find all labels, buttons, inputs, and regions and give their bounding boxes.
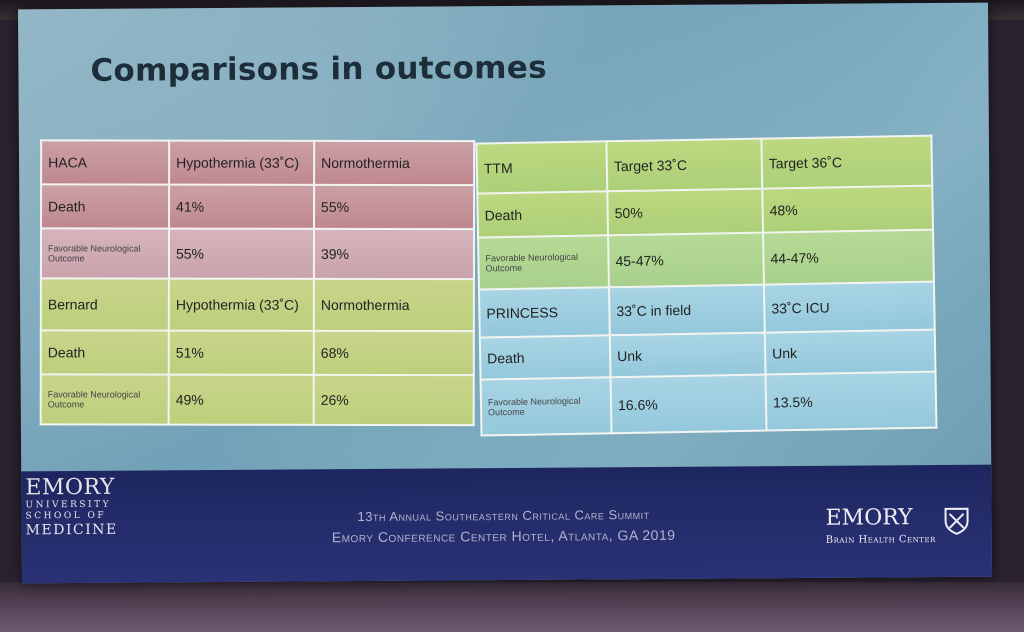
- table-cell: Bernard: [40, 278, 169, 331]
- logo-wordmark: EMORY: [825, 505, 913, 531]
- logo-line: MEDICINE: [25, 521, 118, 539]
- table-cell: 55%: [314, 184, 475, 230]
- conference-caption: 13th Annual Southeastern Critical Care S…: [283, 504, 723, 547]
- logo-wordmark: EMORY: [25, 474, 115, 501]
- table-cell: 33˚C ICU: [763, 281, 935, 333]
- summit-line-2: Emory Conference Center Hotel, Atlanta, …: [331, 526, 676, 546]
- right-comparison-table: TTM Target 33˚C Target 36˚C Death 50% 48…: [475, 135, 937, 437]
- table-cell: 45-47%: [608, 232, 764, 288]
- table-cell: Favorable Neurological Outcome: [480, 377, 612, 436]
- table-cell: Favorable Neurological Outcome: [40, 228, 170, 279]
- screen-frame-bottom: [0, 582, 1024, 632]
- table-row: TTM Target 33˚C Target 36˚C: [476, 135, 933, 194]
- table-cell: 49%: [168, 374, 314, 425]
- table-cell: Target 33˚C: [606, 138, 763, 192]
- table-cell: PRINCESS: [478, 287, 610, 338]
- table-cell: Death: [479, 335, 611, 380]
- table-cell: 33˚C in field: [608, 284, 765, 336]
- table-row: Favorable Neurological Outcome 45-47% 44…: [478, 229, 934, 290]
- logo-subtitle: Brain Health Center: [825, 533, 936, 546]
- table-row: PRINCESS 33˚C in field 33˚C ICU: [478, 281, 935, 338]
- table-row: Death 41% 55%: [41, 184, 475, 230]
- table-cell: Death: [40, 330, 169, 375]
- emory-brain-health-logo: EMORY Brain Health Center: [825, 505, 969, 546]
- table-cell: Hypothermia (33˚C): [168, 278, 314, 331]
- table-cell: Death: [477, 191, 609, 238]
- emory-medicine-logo: EMORY UNIVERSITY SCHOOL OF MEDICINE: [25, 475, 117, 539]
- shield-icon: [944, 507, 969, 535]
- table-cell: Favorable Neurological Outcome: [40, 374, 169, 425]
- table-cell: Unk: [609, 332, 766, 378]
- table-cell: 13.5%: [765, 371, 937, 431]
- table-cell: Target 36˚C: [761, 135, 933, 189]
- slide-title: Comparisons in outcomes: [90, 49, 548, 89]
- table-cell: 48%: [762, 185, 934, 233]
- left-comparison-table: HACA Hypothermia (33˚C) Normothermia Dea…: [40, 139, 475, 426]
- table-cell: 39%: [313, 228, 475, 280]
- table-row: Favorable Neurological Outcome 55% 39%: [40, 228, 475, 280]
- table-row: HACA Hypothermia (33˚C) Normothermia: [41, 140, 475, 186]
- table-cell: Death: [41, 184, 170, 229]
- logo-line: SCHOOL OF: [25, 510, 107, 522]
- slide-footer: EMORY UNIVERSITY SCHOOL OF MEDICINE 13th…: [21, 464, 992, 584]
- table-cell: 50%: [607, 188, 764, 236]
- table-cell: 26%: [313, 374, 474, 426]
- table-cell: TTM: [476, 141, 608, 194]
- presentation-slide: Comparisons in outcomes HACA Hypothermia…: [18, 2, 992, 584]
- table-cell: 16.6%: [610, 374, 767, 434]
- table-cell: Normothermia: [314, 140, 475, 186]
- table-cell: 44-47%: [763, 229, 934, 285]
- table-row: Favorable Neurological Outcome 16.6% 13.…: [480, 371, 937, 436]
- logo-line: UNIVERSITY: [25, 499, 112, 511]
- table-row: Bernard Hypothermia (33˚C) Normothermia: [40, 278, 474, 332]
- table-row: Favorable Neurological Outcome 49% 26%: [40, 374, 474, 426]
- table-row: Death 51% 68%: [40, 330, 474, 376]
- table-cell: 51%: [168, 330, 314, 375]
- table-row: Death 50% 48%: [477, 185, 934, 238]
- table-cell: 55%: [168, 228, 315, 279]
- table-cell: Normothermia: [313, 278, 474, 332]
- table-cell: 68%: [313, 330, 474, 376]
- table-cell: Hypothermia (33˚C): [169, 140, 315, 185]
- table-cell: HACA: [41, 140, 170, 185]
- table-cell: Unk: [764, 329, 936, 375]
- table-cell: 41%: [169, 184, 315, 229]
- table-cell: Favorable Neurological Outcome: [478, 235, 609, 290]
